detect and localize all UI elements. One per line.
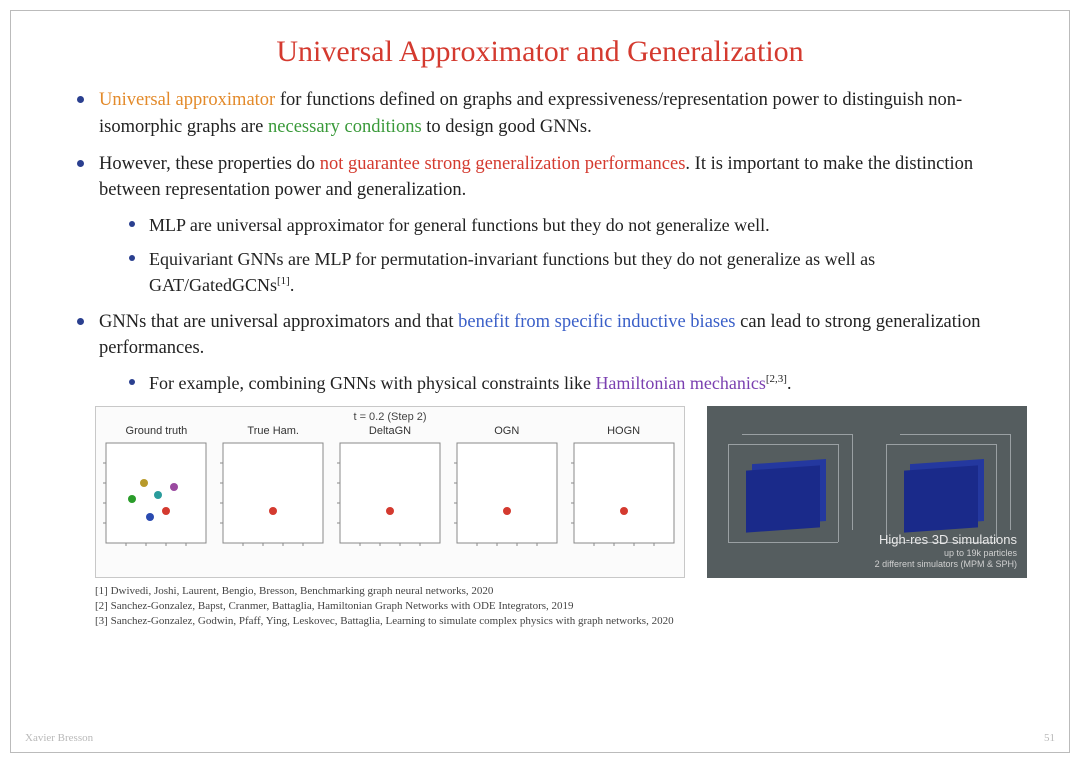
- bullet-1-highlight-orange: Universal approximator: [99, 90, 275, 110]
- caption-line-3: 2 different simulators (MPM & SPH): [875, 559, 1017, 570]
- figure-right-sim: High-res 3D simulations up to 19k partic…: [707, 406, 1027, 578]
- scatter-point: [128, 495, 136, 503]
- bullet-3: GNNs that are universal approximators an…: [77, 309, 1017, 397]
- bullet-2-highlight-red: not guarantee strong generalization perf…: [320, 154, 686, 174]
- bullet-2-sub-1-text: MLP are universal approximator for gener…: [149, 215, 770, 235]
- panel-label: HOGN: [567, 425, 680, 437]
- scatter-panel: True Ham.: [217, 425, 330, 547]
- panel-label: Ground truth: [100, 425, 213, 437]
- panel-label: OGN: [450, 425, 563, 437]
- bullet-2: However, these properties do not guarant…: [77, 151, 1017, 299]
- figure-right-caption: High-res 3D simulations up to 19k partic…: [875, 532, 1017, 571]
- bullet-2-sub-2-end: .: [290, 275, 295, 295]
- scatter-svg: [453, 439, 561, 547]
- caption-line-2: up to 19k particles: [875, 548, 1017, 559]
- panel-label: True Ham.: [217, 425, 330, 437]
- wirebox-left: [718, 432, 858, 552]
- scatter-panel: Ground truth: [100, 425, 213, 547]
- panel-label: DeltaGN: [334, 425, 447, 437]
- scatter-panel: HOGN: [567, 425, 680, 547]
- bullet-2-sub-1: MLP are universal approximator for gener…: [129, 212, 1017, 238]
- scatter-point: [140, 479, 148, 487]
- ref-1: [1] Dwivedi, Joshi, Laurent, Bengio, Bre…: [95, 584, 1021, 599]
- scatter-svg: [219, 439, 327, 547]
- scatter-point: [503, 507, 511, 515]
- bullet-3-sub-1-end: .: [787, 373, 792, 393]
- ref-2: [2] Sanchez-Gonzalez, Bapst, Cranmer, Ba…: [95, 599, 1021, 614]
- cube-right: [904, 466, 978, 533]
- footer-page: 51: [1044, 732, 1055, 744]
- caption-line-1: High-res 3D simulations: [875, 532, 1017, 548]
- figures-row: t = 0.2 (Step 2) Ground truth True Ham. De…: [95, 406, 1021, 578]
- bullet-1-highlight-green: necessary conditions: [268, 117, 422, 137]
- scatter-point: [386, 507, 394, 515]
- bullet-2-text-a: However, these properties do: [99, 154, 320, 174]
- scatter-point: [269, 507, 277, 515]
- scatter-point: [154, 491, 162, 499]
- panels-container: Ground truth True Ham. DeltaGNOGN HOGN: [100, 425, 680, 547]
- citation-1: [1]: [277, 275, 290, 287]
- bullet-3-sub-1-highlight-purple: Hamiltonian mechanics: [595, 373, 765, 393]
- figure-left-panels: t = 0.2 (Step 2) Ground truth True Ham. De…: [95, 406, 685, 578]
- bullet-1: Universal approximator for functions def…: [77, 87, 1017, 141]
- scatter-panel: DeltaGN: [334, 425, 447, 547]
- bullet-2-sub-2-text: Equivariant GNNs are MLP for permutation…: [149, 249, 875, 295]
- bullet-2-sublist: MLP are universal approximator for gener…: [99, 212, 1017, 298]
- scatter-point: [620, 507, 628, 515]
- slide-title: Universal Approximator and Generalizatio…: [59, 35, 1021, 69]
- bullet-1-text-b: to design good GNNs.: [422, 117, 592, 137]
- bullet-3-sub-1: For example, combining GNNs with physica…: [129, 370, 1017, 396]
- scatter-point: [170, 483, 178, 491]
- bullet-3-highlight-blue: benefit from specific inductive biases: [458, 312, 735, 332]
- figure-left-step-label: t = 0.2 (Step 2): [100, 411, 680, 423]
- scatter-svg: [102, 439, 210, 547]
- bullet-2-sub-2: Equivariant GNNs are MLP for permutation…: [129, 246, 1017, 298]
- citation-2-3: [2,3]: [766, 373, 787, 385]
- ref-3: [3] Sanchez-Gonzalez, Godwin, Pfaff, Yin…: [95, 614, 1021, 629]
- scatter-svg: [570, 439, 678, 547]
- scatter-panel: OGN: [450, 425, 563, 547]
- scatter-svg: [336, 439, 444, 547]
- footer-author: Xavier Bresson: [25, 732, 93, 744]
- bullet-3-sublist: For example, combining GNNs with physica…: [99, 370, 1017, 396]
- bullet-3-text-a: GNNs that are universal approximators an…: [99, 312, 458, 332]
- cube-left: [746, 466, 820, 533]
- references: [1] Dwivedi, Joshi, Laurent, Bengio, Bre…: [95, 584, 1021, 629]
- bullet-3-sub-1-text: For example, combining GNNs with physica…: [149, 373, 595, 393]
- bullet-list: Universal approximator for functions def…: [59, 87, 1021, 396]
- slide: Universal Approximator and Generalizatio…: [10, 10, 1070, 753]
- scatter-point: [162, 507, 170, 515]
- scatter-point: [146, 513, 154, 521]
